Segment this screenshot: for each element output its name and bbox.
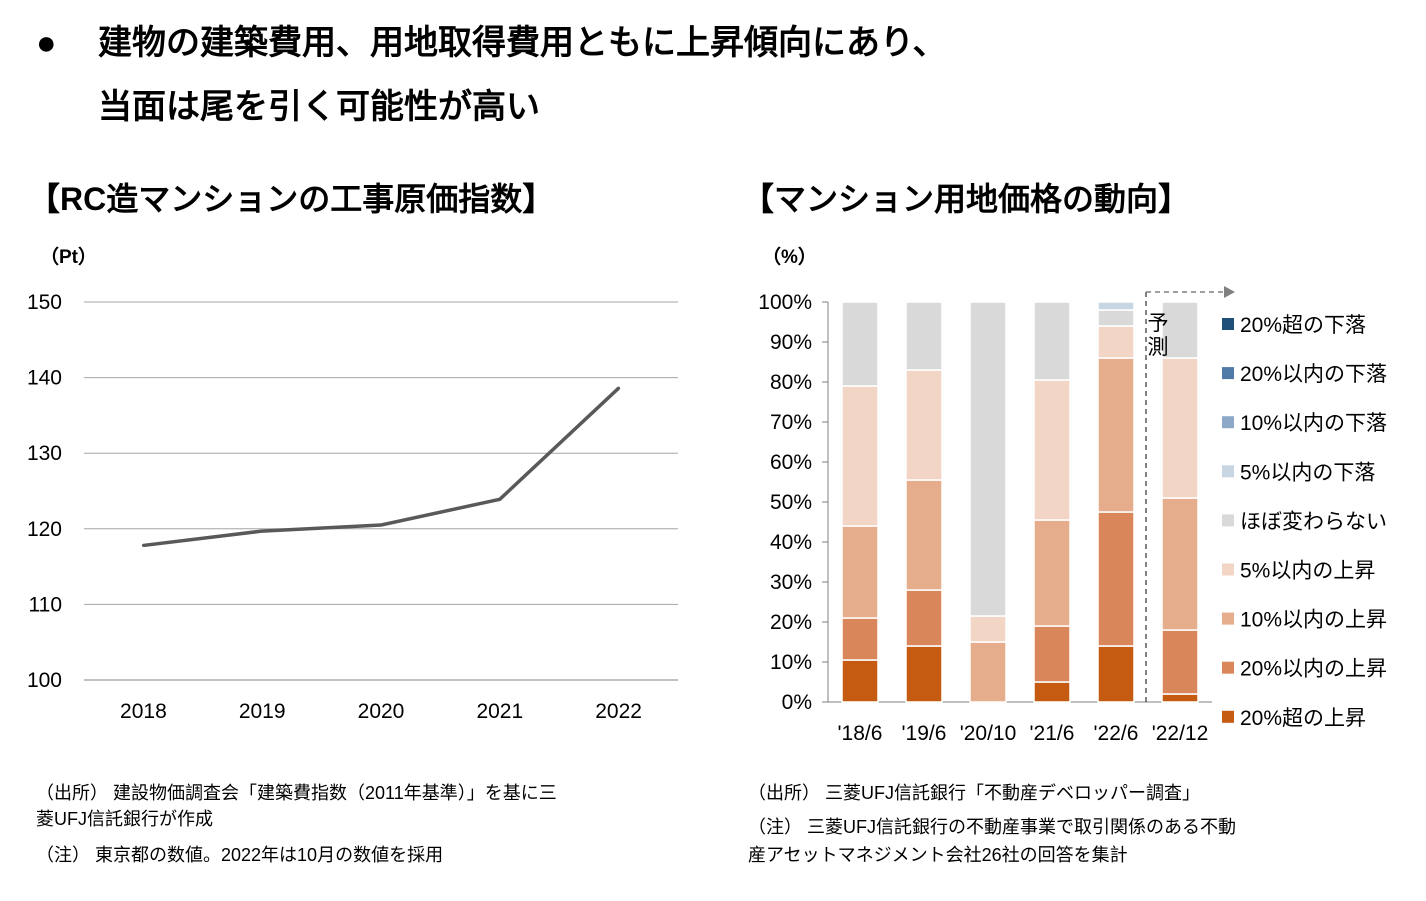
forecast-arrow-head	[1224, 286, 1235, 298]
legend-swatch	[1222, 710, 1234, 723]
headline-line-2: 当面は尾を引く可能性が高い	[98, 88, 540, 126]
left-chart-title: 【RC造マンションの工事原価指数】	[28, 181, 555, 217]
x-tick-label: 2020	[358, 700, 405, 723]
bar-segment-0	[905, 645, 943, 703]
left-chart-unit: （Pt）	[40, 247, 98, 268]
x-tick-label: '19/6	[902, 722, 947, 745]
bar-segment-2	[1097, 357, 1135, 513]
legend-swatch	[1222, 563, 1234, 576]
bar-segment-2	[1161, 497, 1199, 631]
legend-label: ほぼ変わらない	[1240, 510, 1387, 533]
y-tick-label: 0%	[782, 691, 812, 714]
data-point-2020	[379, 523, 383, 527]
bar-segment-3	[969, 615, 1007, 643]
bar-segment-4	[841, 301, 879, 387]
stacked-bar-chart: 0% 10% 20% 30% 40% 50% 60% 70% 80% 90% 100% '18/6 '1…	[758, 286, 1387, 745]
data-point-2019	[260, 529, 264, 533]
y-tick-label: 10%	[770, 651, 812, 674]
bar-segment-1	[1097, 511, 1135, 647]
bar-segment-4	[1097, 309, 1135, 327]
x-tick-label: 2021	[476, 700, 523, 723]
bar-segment-2	[969, 641, 1007, 703]
legend-label: 10%以内の上昇	[1240, 609, 1387, 632]
legend-swatch	[1222, 465, 1234, 478]
y-tick-label: 120	[27, 518, 62, 541]
bar-segment-3	[1097, 325, 1135, 359]
legend-label: 20%超の下落	[1240, 314, 1366, 337]
legend-swatch	[1222, 318, 1234, 330]
bar-segment-1	[841, 617, 879, 661]
bar-segment-3	[1033, 379, 1071, 521]
x-tick-label: 2019	[239, 700, 286, 723]
y-tick-label: 130	[27, 442, 62, 465]
y-tick-label: 80%	[770, 371, 812, 394]
y-tick-label: 40%	[770, 531, 812, 554]
y-tick-label: 70%	[770, 411, 812, 434]
bar-segment-2	[1033, 519, 1071, 627]
legend-label: 20%超の上昇	[1240, 707, 1366, 730]
y-tick-label: 100	[27, 669, 62, 692]
forecast-label-1: 予	[1148, 312, 1169, 335]
x-tick-label: '20/10	[960, 722, 1017, 745]
left-note: （注） 東京都の数値。2022年は10月の数値を採用	[36, 845, 444, 865]
bar-segment-4	[969, 301, 1007, 617]
bar-segment-1	[1033, 625, 1071, 683]
bar-segment-2	[841, 525, 879, 619]
forecast-label-2: 測	[1148, 336, 1169, 359]
bar-segment-5	[1097, 301, 1135, 311]
left-source-line-2: 菱UFJ信託銀行が作成	[36, 809, 213, 829]
right-chart-title: 【マンション用地価格の動向】	[742, 181, 1191, 217]
data-point-2021	[498, 497, 502, 501]
legend-label: 20%以内の上昇	[1240, 658, 1387, 681]
x-tick-label: '18/6	[838, 722, 883, 745]
y-tick-label: 100%	[758, 291, 812, 314]
legend-swatch	[1222, 514, 1234, 527]
y-tick-label: 140	[27, 367, 62, 390]
x-tick-label: 2018	[120, 700, 167, 723]
y-tick-label: 150	[27, 291, 62, 314]
legend-label: 10%以内の下落	[1240, 412, 1387, 435]
right-chart-unit: （%）	[762, 247, 817, 268]
legend-swatch	[1222, 367, 1234, 380]
bullet-icon: ●	[36, 24, 57, 62]
x-tick-label: '22/6	[1094, 722, 1139, 745]
bar-segment-4	[1033, 301, 1071, 381]
legend-label: 5%以内の上昇	[1240, 560, 1375, 583]
legend-label: 5%以内の下落	[1240, 461, 1375, 484]
y-tick-label: 20%	[770, 611, 812, 634]
legend-label: 20%以内の下落	[1240, 363, 1387, 386]
x-tick-label: 2022	[595, 700, 642, 723]
bar-segment-3	[905, 369, 943, 481]
bar-segment-1	[905, 589, 943, 647]
bar-segment-0	[1033, 681, 1071, 703]
data-point-2022	[617, 386, 621, 390]
right-source: （出所） 三菱UFJ信託銀行「不動産デベロッパー調査」	[748, 783, 1200, 803]
bar-segment-2	[905, 479, 943, 591]
bar-segment-0	[1161, 693, 1199, 703]
right-note-line-2: 産アセットマネジメント会社26社の回答を集計	[748, 845, 1128, 865]
bar-segment-0	[841, 659, 879, 703]
legend-swatch	[1222, 612, 1234, 625]
legend-swatch	[1222, 416, 1234, 429]
line-chart: 100 110 120 130 140 150 2018 2019 2020 2021 2022	[27, 291, 678, 723]
bar-segment-0	[1097, 645, 1135, 703]
bar-segment-4	[1161, 301, 1199, 359]
legend-swatch	[1222, 661, 1234, 674]
y-tick-label: 60%	[770, 451, 812, 474]
bar-segment-4	[905, 301, 943, 371]
bar-segment-3	[1161, 357, 1199, 499]
x-tick-label: '22/12	[1152, 722, 1209, 745]
headline-line-1: 建物の建築費用、用地取得費用ともに上昇傾向にあり、	[98, 24, 947, 62]
y-tick-label: 90%	[770, 331, 812, 354]
bar-segment-1	[1161, 629, 1199, 695]
y-tick-label: 50%	[770, 491, 812, 514]
left-source-line-1: （出所） 建設物価調査会「建築費指数（2011年基準）」を基に三	[36, 783, 557, 803]
right-note-line-1: （注） 三菱UFJ信託銀行の不動産事業で取引関係のある不動	[748, 817, 1236, 837]
x-tick-label: '21/6	[1030, 722, 1075, 745]
y-tick-label: 30%	[770, 571, 812, 594]
y-tick-label: 110	[29, 593, 62, 616]
data-point-2018	[141, 543, 145, 547]
bar-segment-3	[841, 385, 879, 527]
